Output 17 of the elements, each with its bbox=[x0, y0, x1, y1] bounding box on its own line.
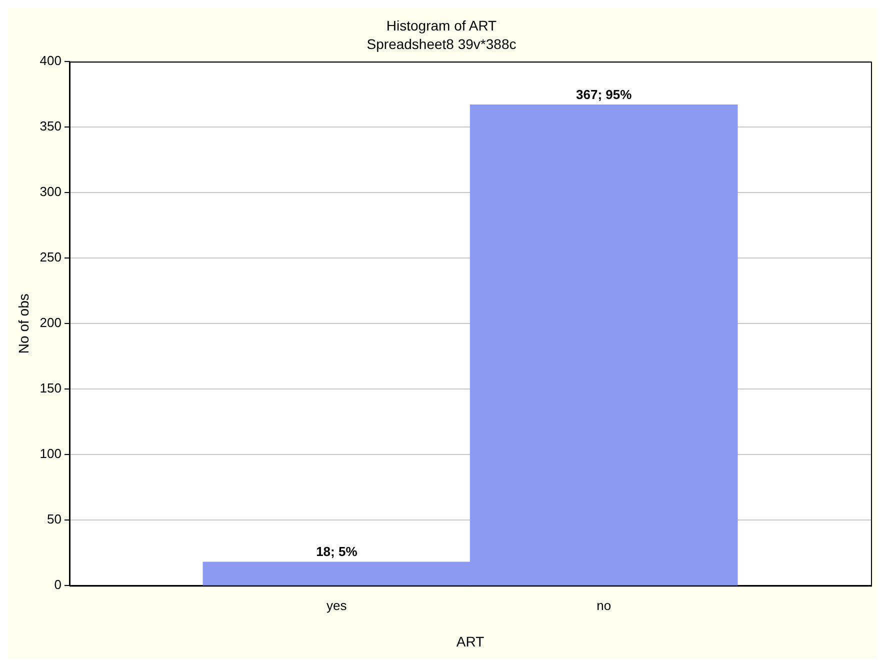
x-axis-title: ART bbox=[456, 633, 485, 650]
y-tick-label: 250 bbox=[40, 250, 62, 265]
y-tick-label: 300 bbox=[40, 184, 62, 200]
data-label: 367; 95% bbox=[576, 86, 632, 102]
y-tick-label: 350 bbox=[40, 118, 62, 134]
y-tick-label: 50 bbox=[47, 512, 62, 527]
y-tick-label: 0 bbox=[54, 577, 62, 592]
y-tick-label: 150 bbox=[40, 380, 62, 396]
chart-title: Histogram of ART bbox=[386, 17, 498, 34]
x-tick-label: yes bbox=[326, 598, 348, 613]
y-tick-label: 100 bbox=[40, 446, 62, 462]
x-tick-label: no bbox=[596, 598, 612, 613]
y-tick-label: 400 bbox=[40, 53, 62, 68]
chart-subtitle: Spreadsheet8 39v*388c bbox=[366, 36, 516, 52]
y-axis-title: No of obs bbox=[15, 294, 32, 354]
data-label: 18; 5% bbox=[316, 544, 358, 560]
y-tick-label: 200 bbox=[40, 315, 62, 330]
